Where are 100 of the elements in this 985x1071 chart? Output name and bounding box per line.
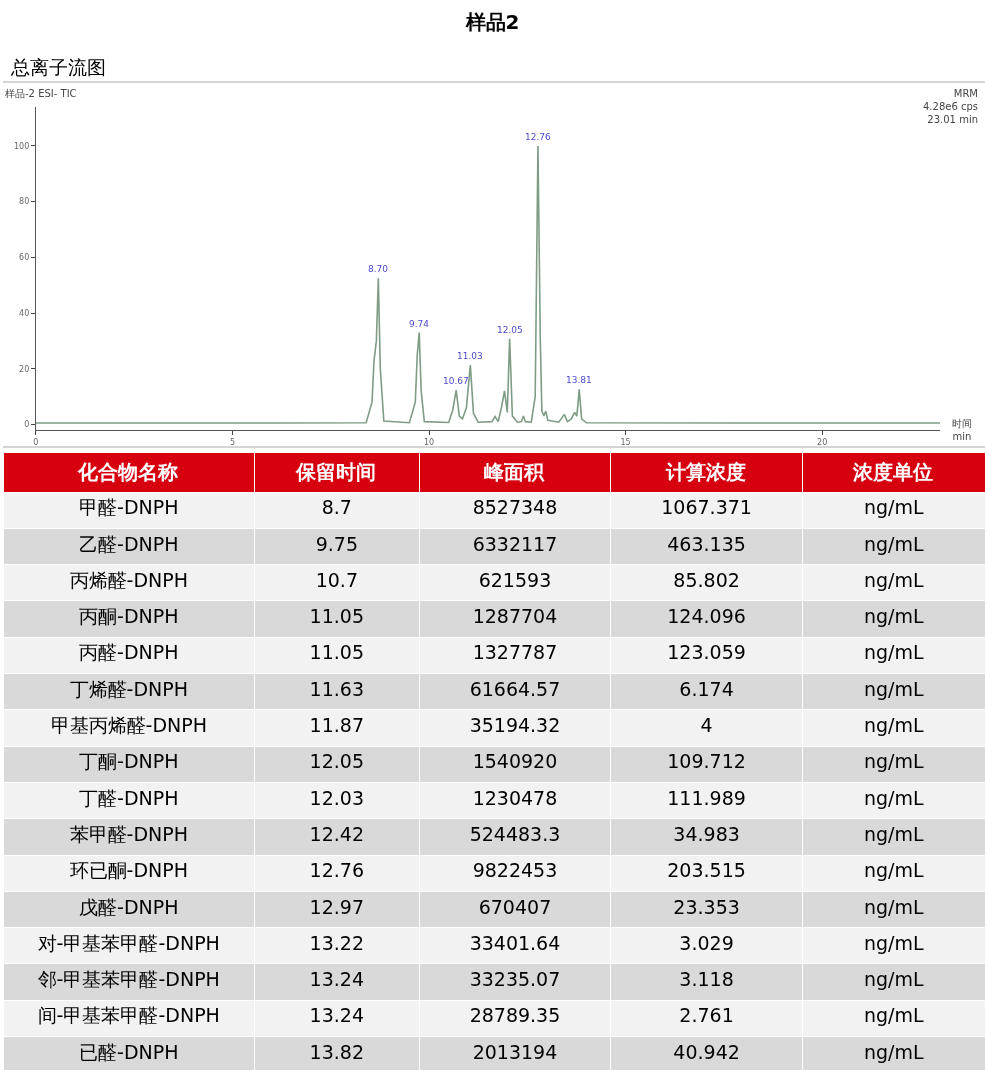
x-tick-label: 20 <box>817 437 828 447</box>
category-label: 计算浓度 <box>665 460 747 484</box>
text: 621593 <box>478 568 552 591</box>
text: 524483.3 <box>469 822 561 845</box>
text: 6332117 <box>472 532 558 555</box>
text: 甲醛-DNPH <box>79 496 179 519</box>
text: ng/mL <box>863 532 924 555</box>
text: ng/mL <box>863 1004 924 1027</box>
text: 40.942 <box>673 1040 740 1063</box>
text: 8.7 <box>321 496 352 519</box>
text: 13.82 <box>309 1040 365 1063</box>
text: 已醛-DNPH <box>79 1040 179 1063</box>
y-tick-label: 40 <box>19 308 30 318</box>
category-label: 浓度单位 <box>852 460 934 484</box>
text: 4 <box>700 714 713 737</box>
category-label: 保留时间 <box>295 460 377 484</box>
text: 间-甲基苯甲醛-DNPH <box>37 1004 220 1027</box>
annotation: MRM 4.28e6 cps 23.01 min <box>923 88 979 125</box>
category-label: 化合物名称 <box>77 460 179 484</box>
text: ng/mL <box>863 786 924 809</box>
text: 13.24 <box>309 968 365 991</box>
text: 环已酮-DNPH <box>69 859 188 882</box>
text: 邻-甲基苯甲醛-DNPH <box>37 968 220 991</box>
chart-subtitle: 总离子流图 <box>10 56 106 78</box>
text: ng/mL <box>863 605 924 628</box>
text: 23.353 <box>673 895 740 918</box>
text: 3.118 <box>679 968 734 991</box>
x-tick-label: 0 <box>33 437 39 447</box>
text: 13.22 <box>309 931 365 954</box>
text: 丙烯醛-DNPH <box>69 568 188 591</box>
text: 33401.64 <box>469 931 561 954</box>
text: ng/mL <box>863 895 924 918</box>
y-tick-label: 0 <box>24 420 30 430</box>
text: ng/mL <box>863 496 924 519</box>
text: 463.135 <box>667 532 746 555</box>
text: 11.05 <box>309 641 365 664</box>
text: ng/mL <box>863 641 924 664</box>
text: ng/mL <box>863 968 924 991</box>
chart-title: 样品2 <box>464 10 520 34</box>
annotation: 13.81 <box>566 375 592 385</box>
category-label: 峰面积 <box>484 460 546 484</box>
text: 61664.57 <box>469 677 561 700</box>
text: 34.983 <box>673 822 740 845</box>
text: ng/mL <box>863 822 924 845</box>
text: 1287704 <box>472 605 558 628</box>
text: ng/mL <box>863 859 924 882</box>
text: 丙酮-DNPH <box>79 605 179 628</box>
text: 戊醛-DNPH <box>79 895 179 918</box>
text: 丁醛-DNPH <box>79 786 179 809</box>
text: ng/mL <box>863 714 924 737</box>
text: 11.63 <box>309 677 365 700</box>
text: 12.42 <box>309 822 365 845</box>
text: 33235.07 <box>469 968 561 991</box>
text: ng/mL <box>863 568 924 591</box>
text: 9822453 <box>472 859 558 882</box>
text: 1540920 <box>472 750 558 773</box>
annotation: 11.03 <box>457 351 483 361</box>
text: 乙醛-DNPH <box>79 532 179 555</box>
text: 28789.35 <box>469 1004 561 1027</box>
text: 丙醛-DNPH <box>79 641 179 664</box>
y-tick-label: 80 <box>19 197 30 207</box>
text: 1327787 <box>472 641 558 664</box>
text: 123.059 <box>667 641 746 664</box>
text: 111.989 <box>667 786 746 809</box>
text: 8527348 <box>472 496 558 519</box>
text: ng/mL <box>863 1040 924 1063</box>
y-tick-label: 100 <box>14 141 30 151</box>
text: 1230478 <box>472 786 558 809</box>
text: 35194.32 <box>469 714 561 737</box>
text: 10.7 <box>315 568 358 591</box>
text: 12.76 <box>309 859 365 882</box>
text: 13.24 <box>309 1004 365 1027</box>
x-axis-title: 时间 min <box>952 418 972 442</box>
annotation: 9.74 <box>409 319 430 329</box>
text: ng/mL <box>863 931 924 954</box>
text: 6.174 <box>679 677 734 700</box>
text: 对-甲基苯甲醛-DNPH <box>37 931 220 954</box>
annotation: 10.67 <box>443 376 469 386</box>
text: 3.029 <box>679 931 734 954</box>
x-tick-label: 15 <box>620 437 631 447</box>
text: 203.515 <box>667 859 746 882</box>
text: 12.03 <box>309 786 365 809</box>
text: 苯甲醛-DNPH <box>69 822 188 845</box>
text: 甲基丙烯醛-DNPH <box>50 714 207 737</box>
line-series <box>35 145 941 424</box>
text: ng/mL <box>863 750 924 773</box>
annotation: 12.76 <box>525 132 552 142</box>
y-tick-label: 60 <box>19 253 30 263</box>
text: 11.87 <box>309 714 365 737</box>
text: 丁酮-DNPH <box>79 750 179 773</box>
annotation: 8.70 <box>368 264 389 274</box>
annotation: 12.05 <box>497 325 523 335</box>
x-tick-label: 5 <box>229 437 236 447</box>
text: 670407 <box>478 895 552 918</box>
text: 2.761 <box>679 1004 734 1027</box>
text: ng/mL <box>863 677 924 700</box>
text: 85.802 <box>673 568 740 591</box>
text: 2013194 <box>472 1040 558 1063</box>
text: 124.096 <box>667 605 746 628</box>
text: 109.712 <box>667 750 746 773</box>
